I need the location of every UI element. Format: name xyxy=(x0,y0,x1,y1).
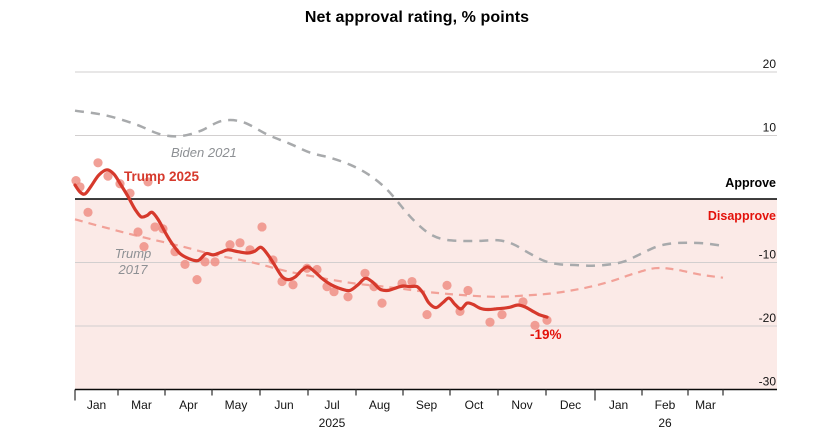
poll-dot xyxy=(360,268,370,278)
poll-dot xyxy=(442,280,452,290)
x-axis-label: Mar xyxy=(131,398,152,412)
poll-dot xyxy=(83,207,93,217)
biden-2021-line xyxy=(74,109,721,267)
poll-dot xyxy=(93,158,103,168)
x-axis-label: Jun xyxy=(274,398,293,412)
disapprove-region xyxy=(75,199,777,390)
x-axis-year-label: 26 xyxy=(658,416,672,430)
poll-dot xyxy=(150,222,160,232)
poll-dot xyxy=(133,227,143,237)
poll-dot xyxy=(103,171,113,181)
chart-title: Net approval rating, % points xyxy=(304,9,530,26)
poll-dot xyxy=(139,242,149,252)
x-axis-label: Mar xyxy=(695,398,716,412)
trump-2017-label-line1: Trump xyxy=(114,246,152,261)
x-axis-label: Dec xyxy=(560,398,581,412)
poll-dot xyxy=(257,222,267,232)
x-axis-label: Feb xyxy=(655,398,676,412)
poll-dot xyxy=(235,238,245,248)
trump-2025-series-label: Trump 2025 xyxy=(124,169,200,184)
biden-2021-series-label: Biden 2021 xyxy=(171,145,237,160)
end-value-label: -19% xyxy=(530,327,562,342)
poll-dot xyxy=(200,257,210,267)
y-axis-label: 20 xyxy=(763,57,777,71)
poll-dot xyxy=(343,292,353,302)
poll-dot xyxy=(225,240,235,250)
poll-dot xyxy=(377,298,387,308)
trump-2017-series-label: Trump 2017 xyxy=(99,246,167,278)
x-axis-label: Jan xyxy=(87,398,106,412)
y-axis-label: -20 xyxy=(759,311,777,325)
x-axis-label: May xyxy=(225,398,248,412)
y-axis-label: 10 xyxy=(763,121,777,135)
poll-dot xyxy=(485,317,495,327)
poll-dot xyxy=(210,257,220,267)
poll-dot xyxy=(288,280,298,290)
x-axis-year-label: 2025 xyxy=(319,416,346,430)
poll-dot xyxy=(463,285,473,296)
poll-dot xyxy=(329,287,339,297)
poll-dot xyxy=(407,276,417,287)
x-axis-label: Nov xyxy=(511,398,532,412)
x-axis-label: Jul xyxy=(324,398,339,412)
x-axis-label: Sep xyxy=(416,398,438,412)
trump-2017-label-line2: 2017 xyxy=(118,262,148,277)
poll-dot xyxy=(497,309,507,320)
x-axis-label: Jan xyxy=(609,398,628,412)
trump-2017-line xyxy=(74,218,724,298)
trump-2025-line xyxy=(73,168,549,319)
poll-dot xyxy=(143,177,153,187)
poll-dot xyxy=(180,259,190,270)
poll-dot xyxy=(192,275,202,285)
approve-axis-label: Approve xyxy=(725,176,776,190)
x-axis-label: Apr xyxy=(179,398,198,412)
x-axis-label: Aug xyxy=(369,398,390,412)
x-axis-label: Oct xyxy=(465,398,484,412)
poll-dot xyxy=(530,320,540,330)
y-axis-label: -30 xyxy=(759,375,777,389)
disapprove-axis-label: Disapprove xyxy=(707,209,776,223)
y-axis-label: -10 xyxy=(759,248,777,262)
poll-dot xyxy=(422,309,432,320)
